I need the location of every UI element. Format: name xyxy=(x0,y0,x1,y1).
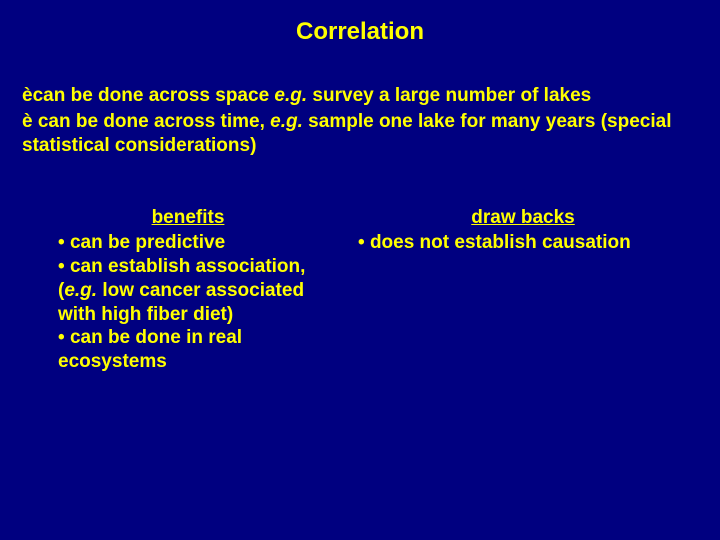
bullet-icon: • xyxy=(58,327,70,348)
benefit-1-text: can be predictive xyxy=(70,232,225,253)
benefit-2-eg: e.g. xyxy=(64,280,97,301)
arrow-right-icon: è xyxy=(22,110,33,134)
benefits-list: • can be predictive • can establish asso… xyxy=(58,231,318,374)
benefit-3-text: can be done in real ecosystems xyxy=(58,327,242,372)
bullet-icon: • xyxy=(58,256,70,277)
arrow-point-list: ècan be done across space e.g. survey a … xyxy=(0,84,720,157)
arrow-point-2-eg: e.g. xyxy=(270,111,303,132)
arrow-point-1: ècan be done across space e.g. survey a … xyxy=(22,84,698,108)
arrow-right-icon: è xyxy=(22,84,33,108)
list-item: • can be predictive xyxy=(58,231,318,255)
bullet-icon: • xyxy=(58,232,70,253)
drawbacks-header: draw backs xyxy=(358,207,688,229)
drawbacks-column: draw backs • does not establish causatio… xyxy=(358,207,688,374)
bullet-icon: • xyxy=(358,232,370,253)
two-column-layout: benefits • can be predictive • can estab… xyxy=(0,159,720,374)
drawbacks-list: • does not establish causation xyxy=(358,231,688,255)
arrow-point-2-text-pre: can be done across time, xyxy=(33,111,271,132)
benefits-column: benefits • can be predictive • can estab… xyxy=(58,207,318,374)
benefits-header: benefits xyxy=(58,207,318,229)
list-item: • can establish association, (e.g. low c… xyxy=(58,255,318,326)
arrow-point-1-text-post: survey a large number of lakes xyxy=(307,85,591,106)
list-item: • does not establish causation xyxy=(358,231,688,255)
arrow-point-1-eg: e.g. xyxy=(274,85,307,106)
arrow-point-2: è can be done across time, e.g. sample o… xyxy=(22,110,698,158)
slide-title: Correlation xyxy=(0,0,720,84)
drawback-1-text: does not establish causation xyxy=(370,232,631,253)
arrow-point-1-text-pre: can be done across space xyxy=(33,85,275,106)
list-item: • can be done in real ecosystems xyxy=(58,326,318,374)
